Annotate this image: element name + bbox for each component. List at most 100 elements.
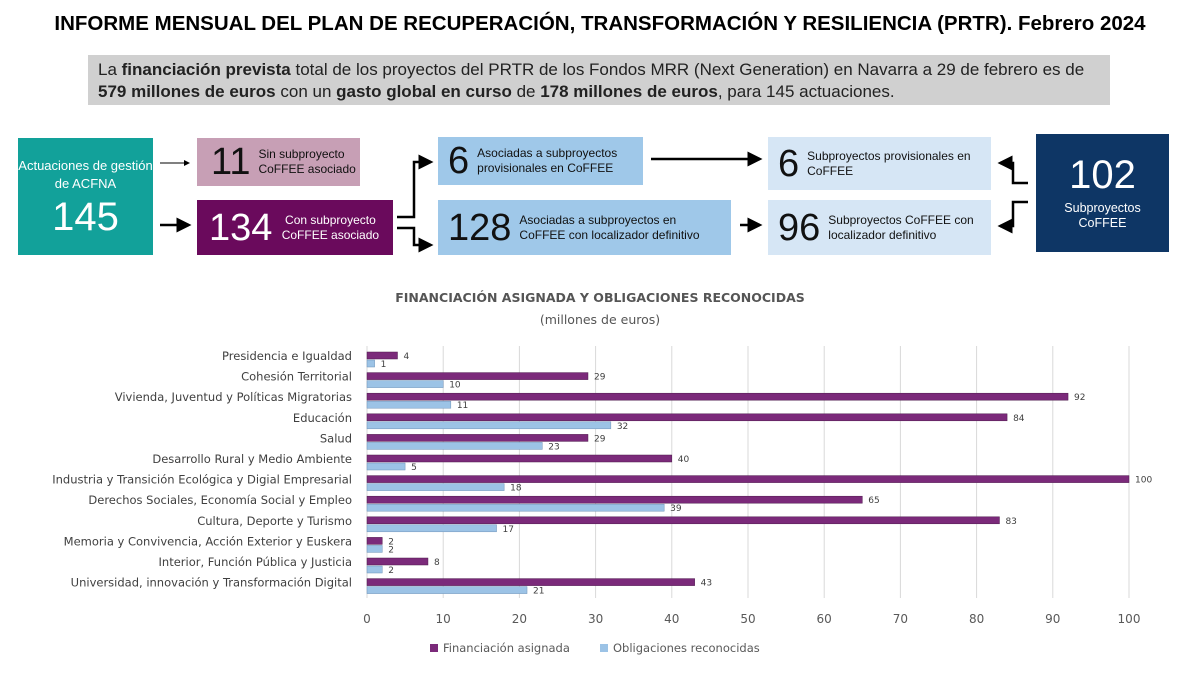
bar-obligaciones	[366, 421, 612, 430]
category-label: Educación	[293, 411, 352, 425]
data-label: 2	[388, 545, 394, 555]
arrow-icon	[397, 226, 434, 253]
data-label: 8	[434, 558, 440, 568]
bar-obligaciones	[366, 483, 505, 491]
bar-obligaciones	[366, 462, 406, 471]
bar-obligaciones	[366, 503, 665, 512]
data-label: 83	[1005, 517, 1016, 527]
sin-subproyecto-box: 11 Sin subproyecto CoFFEE asociado	[197, 138, 360, 186]
sub-prov-value: 6	[778, 142, 800, 185]
asoc-def-box: 128 Asociadas a subproyectos en CoFFEE c…	[438, 200, 731, 255]
arrow-icon	[997, 200, 1028, 234]
sub-def-label: Subproyectos CoFFEE con localizador defi…	[828, 212, 974, 242]
sin-value: 11	[211, 141, 251, 183]
x-tick-label: 10	[436, 612, 451, 626]
data-label: 32	[617, 422, 628, 432]
bar-financiacion	[366, 434, 589, 442]
subproyectos-box: 102 Subproyectos CoFFEE	[1036, 134, 1169, 252]
actuaciones-value: 145	[52, 194, 119, 239]
data-label: 1	[381, 360, 387, 370]
x-tick-label: 90	[1045, 612, 1060, 626]
x-tick-label: 20	[512, 612, 527, 626]
bar-financiacion	[366, 557, 429, 566]
con-label: Con subproyecto CoFFEE asociado	[281, 212, 380, 242]
sin-label: Sin subproyecto CoFFEE asociado	[258, 147, 356, 176]
actuaciones-box: Actuaciones de gestión de ACFNA 145	[18, 138, 153, 255]
data-label: 10	[449, 381, 461, 391]
summary-box: La financiación prevista total de los pr…	[88, 55, 1110, 105]
summary-bold: gasto global en curso	[336, 82, 512, 101]
category-label: Vivienda, Juventud y Políticas Migratori…	[115, 390, 352, 404]
bar-financiacion	[366, 516, 1000, 525]
x-tick-label: 30	[588, 612, 603, 626]
data-label: 39	[670, 504, 682, 514]
summary-text: , para 145 actuaciones.	[717, 82, 895, 101]
bar-obligaciones	[366, 380, 444, 388]
bar-financiacion	[366, 392, 1069, 401]
asoc-prov-box: 6 Asociadas a subproyectos provisionales…	[438, 137, 643, 185]
category-label: Interior, Función Pública y Justicia	[159, 555, 352, 569]
bar-financiacion	[366, 351, 398, 360]
category-label: Cultura, Deporte y Turismo	[197, 514, 352, 528]
bar-financiacion	[366, 475, 1130, 483]
summary-text: La	[98, 60, 122, 79]
data-label: 43	[701, 579, 712, 589]
x-tick-label: 40	[664, 612, 679, 626]
summary-text: total de los proyectos del PRTR de los F…	[290, 60, 1085, 79]
data-label: 18	[510, 484, 522, 494]
chart-title: FINANCIACIÓN ASIGNADA Y OBLIGACIONES REC…	[395, 290, 805, 305]
category-label: Desarrollo Rural y Medio Ambiente	[152, 452, 352, 466]
x-tick-label: 0	[363, 612, 371, 626]
bar-financiacion	[366, 454, 673, 463]
summary-text: de	[511, 82, 541, 101]
data-label: 17	[503, 525, 514, 535]
page-title: INFORME MENSUAL DEL PLAN DE RECUPERACIÓN…	[54, 12, 1146, 35]
data-label: 23	[548, 442, 559, 452]
legend-label: Obligaciones reconocidas	[613, 641, 760, 655]
asoc-prov-value: 6	[448, 140, 470, 182]
data-label: 2	[388, 566, 394, 576]
data-label: 4	[403, 352, 409, 362]
x-tick-label: 100	[1118, 612, 1141, 626]
bar-obligaciones	[366, 565, 383, 574]
flow-arrows	[160, 151, 1028, 253]
category-label: Universidad, innovación y Transformación…	[71, 576, 352, 590]
asoc-prov-label: Asociadas a subproyectos provisionales e…	[477, 146, 618, 175]
legend-swatch	[600, 644, 608, 652]
chart-subtitle: (millones de euros)	[539, 312, 661, 327]
asoc-def-label: Asociadas a subproyectos en CoFFEE con l…	[519, 212, 700, 242]
legend-swatch	[430, 644, 438, 652]
x-tick-label: 80	[969, 612, 984, 626]
asoc-def-value: 128	[448, 206, 512, 249]
data-label: 65	[868, 496, 879, 506]
category-label: Derechos Sociales, Economía Social y Emp…	[88, 493, 352, 507]
category-label: Salud	[320, 431, 352, 445]
category-label: Industria y Transición Ecológica y Digia…	[52, 473, 352, 487]
summary-bold: 579 millones de euros	[98, 82, 276, 101]
data-label: 11	[457, 401, 468, 411]
data-label: 100	[1135, 476, 1152, 486]
actuaciones-label: Actuaciones de gestión de ACFNA	[18, 157, 153, 191]
summary-bold: 178 millones de euros	[540, 82, 718, 101]
sub-prov-box: 6 Subproyectos provisionales en CoFFEE	[768, 137, 991, 190]
category-label: Presidencia e Igualdad	[222, 349, 352, 363]
sub-def-box: 96 Subproyectos CoFFEE con localizador d…	[768, 200, 991, 255]
bar-financiacion	[366, 495, 863, 504]
data-label: 2	[388, 537, 394, 547]
bar-financiacion	[366, 578, 695, 586]
data-label: 29	[594, 373, 606, 383]
summary-bold: financiación prevista	[121, 60, 291, 79]
data-label: 21	[533, 587, 544, 597]
x-tick-label: 50	[740, 612, 755, 626]
data-label: 5	[411, 463, 417, 473]
con-subproyecto-box: 134 Con subproyecto CoFFEE asociado	[197, 200, 393, 255]
con-value: 134	[209, 206, 273, 249]
bar-financiacion	[366, 372, 589, 380]
bar-financiacion	[366, 537, 383, 545]
data-label: 29	[594, 434, 606, 444]
sub-prov-label: Subproyectos provisionales en CoFFEE	[807, 148, 971, 178]
bar-obligaciones	[366, 524, 497, 533]
data-label: 84	[1013, 414, 1025, 424]
x-tick-label: 60	[817, 612, 832, 626]
